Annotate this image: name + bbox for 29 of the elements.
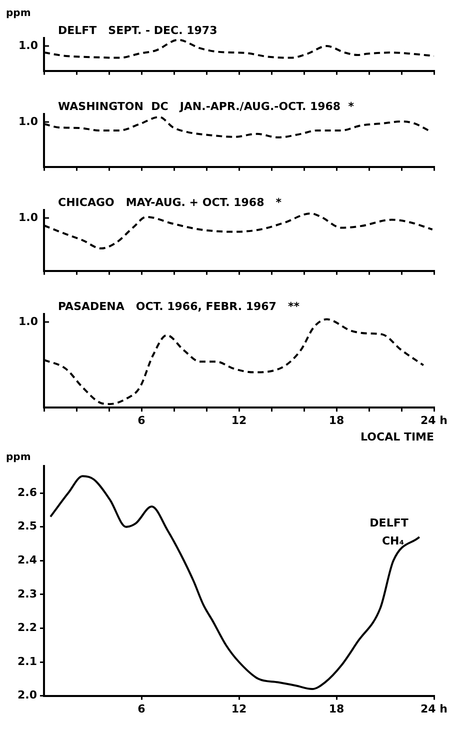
annotation: CH₄ bbox=[382, 534, 404, 548]
chart-title: PASADENA OCT. 1966, FEBR. 1967 ** bbox=[58, 300, 300, 313]
x-tick-label: 18 bbox=[328, 414, 344, 428]
y-tick-label: 2.1 bbox=[18, 654, 37, 668]
text: 1.0 bbox=[18, 114, 38, 128]
y-tick-label: 2.5 bbox=[18, 520, 37, 533]
text: 1.0 bbox=[18, 314, 38, 328]
chart-title: DELFT SEPT. - DEC. 1973 bbox=[58, 24, 218, 37]
x-tick-label: 12 bbox=[231, 414, 247, 428]
x-tick-label: 24 h bbox=[420, 414, 448, 428]
x-axis-title: LOCAL TIME bbox=[360, 430, 434, 444]
x-tick-label: 6 bbox=[138, 702, 146, 716]
y-tick-label: 2.0 bbox=[18, 688, 38, 702]
chart-title: WASHINGTON DC JAN.-APR./AUG.-OCT. 1968 * bbox=[58, 100, 354, 113]
chart-title: CHICAGO MAY-AUG. + OCT. 1968 * bbox=[58, 196, 282, 209]
x-tick-label: 18 bbox=[328, 702, 344, 716]
text: 1.0 bbox=[18, 38, 38, 52]
y-tick-label: 2.3 bbox=[18, 587, 37, 600]
x-tick-label: 12 bbox=[231, 702, 247, 716]
line-series bbox=[50, 475, 420, 690]
x-tick-label: 6 bbox=[138, 414, 146, 428]
y-tick-label: 2.4 bbox=[18, 553, 38, 566]
annotation: DELFT bbox=[370, 516, 409, 530]
x-tick-label: 24 h bbox=[420, 702, 448, 716]
y-tick-label: 2.2 bbox=[18, 621, 37, 634]
y-tick-label: 2.6 bbox=[18, 486, 38, 499]
text: 1.0 bbox=[18, 210, 38, 224]
y-axis-title: ppm bbox=[6, 452, 31, 463]
y-axis-title: ppm bbox=[6, 8, 31, 19]
